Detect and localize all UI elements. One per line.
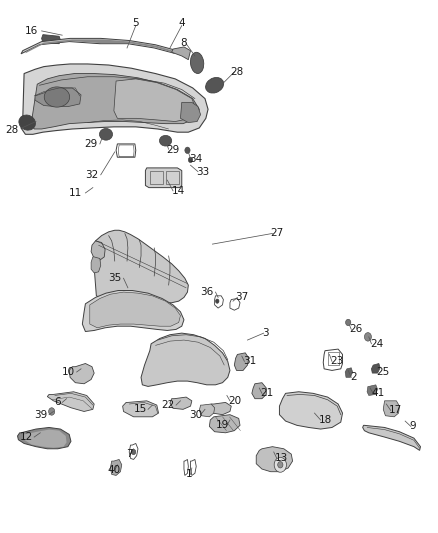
Text: 40: 40 <box>107 465 120 475</box>
Ellipse shape <box>19 115 35 130</box>
Circle shape <box>278 462 283 468</box>
Polygon shape <box>24 430 67 448</box>
Text: 22: 22 <box>161 400 174 410</box>
Polygon shape <box>21 64 208 134</box>
Polygon shape <box>123 401 159 417</box>
Polygon shape <box>199 404 215 417</box>
Ellipse shape <box>159 135 172 146</box>
Polygon shape <box>110 459 122 475</box>
Circle shape <box>185 147 190 154</box>
Text: 5: 5 <box>132 19 139 28</box>
Polygon shape <box>145 168 182 188</box>
Text: 28: 28 <box>230 67 243 77</box>
Text: 15: 15 <box>134 405 147 414</box>
Polygon shape <box>25 39 174 53</box>
Polygon shape <box>383 401 399 417</box>
Text: 37: 37 <box>236 293 249 302</box>
Polygon shape <box>371 364 380 373</box>
Text: 29: 29 <box>166 146 180 155</box>
Text: 27: 27 <box>271 229 284 238</box>
Text: 12: 12 <box>20 432 33 442</box>
Ellipse shape <box>44 87 70 107</box>
Text: 10: 10 <box>62 367 75 377</box>
Polygon shape <box>18 427 71 449</box>
Polygon shape <box>91 241 105 260</box>
Text: 39: 39 <box>34 410 47 419</box>
Ellipse shape <box>191 52 204 74</box>
Text: 29: 29 <box>84 139 97 149</box>
Text: 8: 8 <box>180 38 187 47</box>
Text: 4: 4 <box>178 19 185 28</box>
Text: 35: 35 <box>109 273 122 283</box>
Polygon shape <box>47 392 94 411</box>
Polygon shape <box>82 290 184 332</box>
Polygon shape <box>141 333 230 386</box>
Polygon shape <box>252 383 266 399</box>
Polygon shape <box>367 385 378 395</box>
Polygon shape <box>94 230 188 303</box>
Polygon shape <box>170 397 192 409</box>
Polygon shape <box>69 364 94 384</box>
Ellipse shape <box>205 77 224 93</box>
Polygon shape <box>209 402 231 415</box>
Text: 11: 11 <box>69 188 82 198</box>
Circle shape <box>131 449 136 455</box>
Polygon shape <box>345 368 353 377</box>
Text: 19: 19 <box>215 421 229 430</box>
Polygon shape <box>114 79 196 122</box>
Circle shape <box>364 333 371 341</box>
Text: 41: 41 <box>371 389 385 398</box>
Circle shape <box>346 319 351 326</box>
Ellipse shape <box>99 128 113 140</box>
Text: 1: 1 <box>186 470 193 479</box>
Text: 33: 33 <box>196 167 209 176</box>
Text: 6: 6 <box>54 398 60 407</box>
Text: 14: 14 <box>172 186 185 196</box>
Text: 23: 23 <box>331 357 344 366</box>
Text: 9: 9 <box>410 422 416 431</box>
Text: 21: 21 <box>261 389 274 398</box>
Text: 36: 36 <box>201 287 214 297</box>
Polygon shape <box>21 38 175 54</box>
Text: 31: 31 <box>243 357 256 366</box>
Circle shape <box>215 299 219 303</box>
Text: 20: 20 <box>229 396 242 406</box>
Polygon shape <box>172 47 191 60</box>
Text: 26: 26 <box>350 325 363 334</box>
Text: 24: 24 <box>370 339 383 349</box>
Polygon shape <box>90 292 180 328</box>
Polygon shape <box>234 353 249 370</box>
Text: 34: 34 <box>189 154 202 164</box>
Polygon shape <box>256 447 293 472</box>
Polygon shape <box>42 35 60 44</box>
Polygon shape <box>32 74 199 129</box>
Text: 30: 30 <box>189 410 202 419</box>
Polygon shape <box>209 415 240 433</box>
Polygon shape <box>35 88 81 107</box>
Text: 32: 32 <box>85 170 99 180</box>
Text: 16: 16 <box>25 26 39 36</box>
Text: 18: 18 <box>319 415 332 425</box>
Polygon shape <box>363 425 420 450</box>
Text: 3: 3 <box>262 328 268 338</box>
Circle shape <box>188 157 193 163</box>
Polygon shape <box>180 102 201 123</box>
Circle shape <box>274 457 286 472</box>
Polygon shape <box>91 257 101 273</box>
Text: 28: 28 <box>5 125 18 134</box>
Text: 13: 13 <box>275 454 288 463</box>
Polygon shape <box>279 392 343 429</box>
Circle shape <box>49 408 55 415</box>
Text: 17: 17 <box>389 406 402 415</box>
Text: 7: 7 <box>126 449 133 459</box>
Text: 25: 25 <box>376 367 389 377</box>
Text: 2: 2 <box>350 373 357 382</box>
